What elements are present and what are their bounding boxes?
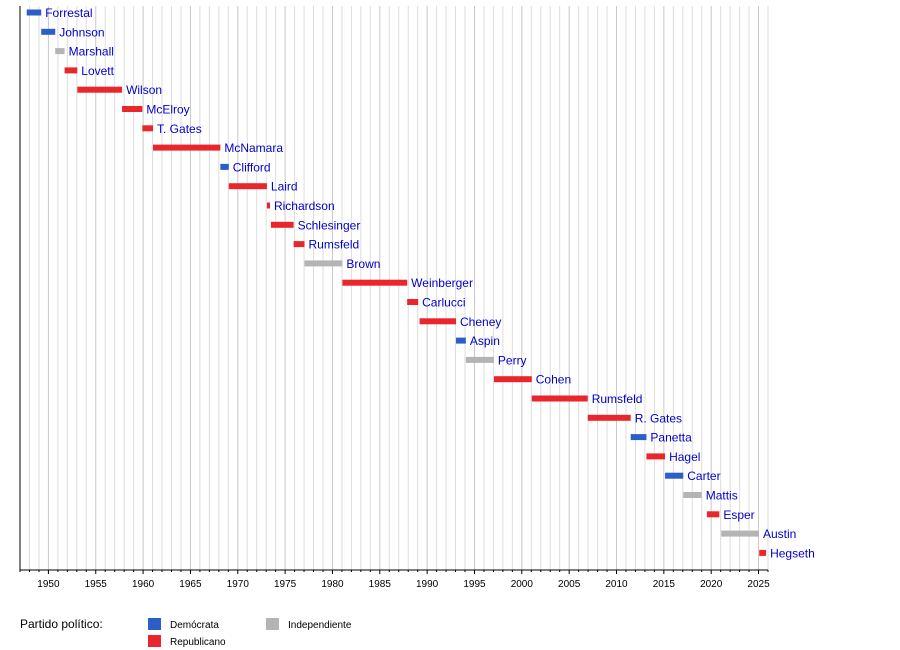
term-bar <box>270 221 294 228</box>
x-tick-label: 1975 <box>274 579 297 590</box>
secretary-name-label: Aspin <box>470 334 500 348</box>
secretary-name-label: Brown <box>346 257 380 271</box>
x-tick-label: 1955 <box>85 579 108 590</box>
x-tick-label: 1965 <box>179 579 202 590</box>
x-tick-label: 2000 <box>511 579 534 590</box>
term-bar <box>26 9 42 16</box>
term-bar <box>342 279 408 286</box>
bar-labels: Forrestal Johnson Marshall Lovett Wilson McEl… <box>45 6 815 560</box>
legend-label: Demócrata <box>170 620 219 631</box>
x-tick-label: 1985 <box>369 579 392 590</box>
secretary-name-label: Forrestal <box>45 6 92 20</box>
legend-swatch <box>148 618 161 630</box>
term-bar <box>122 106 143 112</box>
term-bar <box>220 163 229 170</box>
term-bar <box>55 48 65 55</box>
secretary-name-label: Schlesinger <box>298 218 361 232</box>
term-bar <box>456 337 466 344</box>
term-bar <box>266 202 270 209</box>
gridlines <box>19 6 769 570</box>
secretary-name-label: Marshall <box>69 45 114 59</box>
term-bar <box>77 86 123 93</box>
secretary-name-label: Hagel <box>669 450 700 464</box>
x-tick-label: 1980 <box>321 579 344 590</box>
legend-label: Republicano <box>170 637 226 648</box>
secretary-name-label: Laird <box>271 180 298 194</box>
term-bar <box>759 549 767 556</box>
legend-title: Partido político: <box>20 617 103 631</box>
secretary-name-label: Mattis <box>706 489 738 503</box>
x-tick-label: 1960 <box>132 579 155 590</box>
term-bar <box>493 376 532 383</box>
term-bar <box>64 67 78 74</box>
x-tick-label: 1970 <box>227 579 250 590</box>
term-bar <box>465 356 494 363</box>
x-tick-label: 2010 <box>605 579 628 590</box>
term-bar <box>304 260 343 267</box>
term-bar <box>706 511 720 518</box>
x-tick-label: 1950 <box>37 579 60 590</box>
secretary-name-label: Panetta <box>650 431 692 445</box>
secretary-name-label: Rumsfeld <box>309 238 360 252</box>
term-bar <box>41 28 56 35</box>
term-bar <box>293 241 305 248</box>
secretary-name-label: Johnson <box>59 25 104 39</box>
secretary-name-label: McNamara <box>224 141 283 155</box>
secretary-name-label: R. Gates <box>635 411 682 425</box>
secretary-name-label: Wilson <box>126 83 162 97</box>
term-bar <box>587 414 631 421</box>
legend-items: Demócrata Republicano Independiente <box>148 618 352 648</box>
term-bar <box>531 395 588 402</box>
legend: Partido político: Demócrata Republicano In… <box>20 617 352 648</box>
secretary-name-label: Carter <box>687 469 720 483</box>
term-bar <box>721 530 760 537</box>
x-tick-label: 2025 <box>747 579 770 590</box>
secretary-name-label: T. Gates <box>157 122 202 136</box>
secretary-name-label: McElroy <box>146 103 189 117</box>
term-bar <box>153 144 221 151</box>
secretary-name-label: Austin <box>763 527 796 541</box>
term-bar <box>683 492 702 498</box>
secretary-name-label: Perry <box>498 353 527 367</box>
secretary-name-label: Cohen <box>536 373 571 387</box>
term-bar <box>630 434 647 441</box>
bars <box>26 9 767 556</box>
secretary-name-label: Weinberger <box>411 276 473 290</box>
legend-label: Independiente <box>288 620 352 631</box>
term-bar <box>407 299 419 305</box>
secretary-name-label: Lovett <box>81 64 114 78</box>
term-bar <box>646 453 666 460</box>
x-tick-label: 1995 <box>463 579 486 590</box>
term-bar <box>665 472 684 479</box>
x-tick-label: 2005 <box>558 579 581 590</box>
x-tick-label: 2020 <box>700 579 723 590</box>
x-tick-label: 1990 <box>416 579 439 590</box>
secretary-name-label: Richardson <box>274 199 335 213</box>
secretary-name-label: Rumsfeld <box>592 392 643 406</box>
secretary-name-label: Cheney <box>460 315 501 329</box>
secretary-name-label: Esper <box>723 508 754 522</box>
x-axis: 1950 1955 1960 1965 1970 1975 1980 1985 1990 1995… <box>19 6 770 590</box>
term-bar <box>228 183 267 190</box>
secretary-name-label: Clifford <box>233 160 271 174</box>
term-bar <box>419 318 457 325</box>
term-bar <box>142 125 154 132</box>
legend-swatch <box>148 635 161 647</box>
legend-swatch <box>266 618 279 630</box>
secretary-name-label: Hegseth <box>770 546 815 560</box>
secretary-name-label: Carlucci <box>422 296 465 310</box>
x-tick-label: 2015 <box>653 579 676 590</box>
